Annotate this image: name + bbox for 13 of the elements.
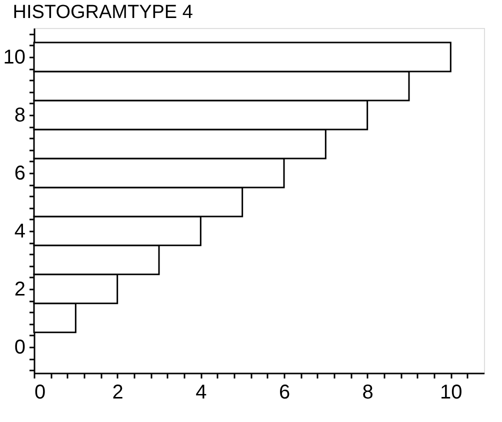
x-tick-label: 4 [196,382,207,404]
x-tick-label: 10 [440,382,462,404]
x-tick-label: 8 [362,382,374,404]
y-tick-label: 8 [14,104,26,126]
x-tick-label: 6 [278,382,290,404]
y-tick-label: 6 [14,162,26,184]
x-tick-label: 0 [34,382,46,404]
y-tick-label: 2 [14,278,26,300]
x-tick-label: 2 [112,382,124,404]
chart-title: HISTOGRAMTYPE 4 [12,2,194,23]
y-tick-label: 10 [3,46,26,68]
y-tick-label: 4 [14,220,26,242]
y-tick-label: 0 [14,336,26,358]
